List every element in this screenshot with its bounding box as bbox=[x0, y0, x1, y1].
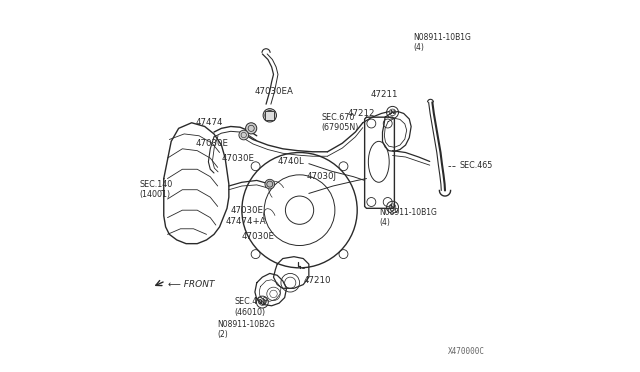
Text: N08911-10B1G
(4): N08911-10B1G (4) bbox=[380, 208, 437, 227]
Text: 47030E: 47030E bbox=[231, 206, 264, 215]
Circle shape bbox=[263, 109, 276, 122]
Text: SEC.465: SEC.465 bbox=[460, 161, 493, 170]
Text: 47474: 47474 bbox=[195, 118, 223, 127]
Text: N: N bbox=[390, 205, 396, 210]
Text: 47030J: 47030J bbox=[307, 172, 337, 181]
Text: 47030E: 47030E bbox=[242, 232, 275, 241]
Text: N: N bbox=[260, 299, 265, 305]
Circle shape bbox=[265, 179, 275, 189]
Bar bbox=[266, 111, 275, 120]
Circle shape bbox=[265, 110, 275, 120]
Text: N: N bbox=[390, 110, 396, 115]
Circle shape bbox=[266, 112, 273, 119]
Text: 47212: 47212 bbox=[348, 109, 376, 118]
Text: SEC.670
(67905N): SEC.670 (67905N) bbox=[322, 113, 359, 132]
Text: 4740L: 4740L bbox=[277, 157, 304, 166]
Text: 47030E: 47030E bbox=[221, 154, 255, 163]
Text: N08911-10B2G
(2): N08911-10B2G (2) bbox=[218, 320, 276, 339]
Text: N08911-10B1G
(4): N08911-10B1G (4) bbox=[413, 33, 471, 52]
Text: ⟵ FRONT: ⟵ FRONT bbox=[168, 280, 215, 289]
Text: SEC.460
(46010): SEC.460 (46010) bbox=[234, 297, 268, 317]
Text: X470000C: X470000C bbox=[449, 347, 485, 356]
Text: 47030E: 47030E bbox=[195, 139, 228, 148]
Circle shape bbox=[246, 123, 257, 134]
Text: SEC.140
(14001): SEC.140 (14001) bbox=[140, 180, 173, 199]
Circle shape bbox=[239, 130, 248, 140]
Text: 47211: 47211 bbox=[370, 90, 397, 99]
Text: 47030EA: 47030EA bbox=[255, 87, 294, 96]
Text: 47210: 47210 bbox=[303, 276, 331, 285]
Text: 47474+A: 47474+A bbox=[225, 217, 266, 226]
